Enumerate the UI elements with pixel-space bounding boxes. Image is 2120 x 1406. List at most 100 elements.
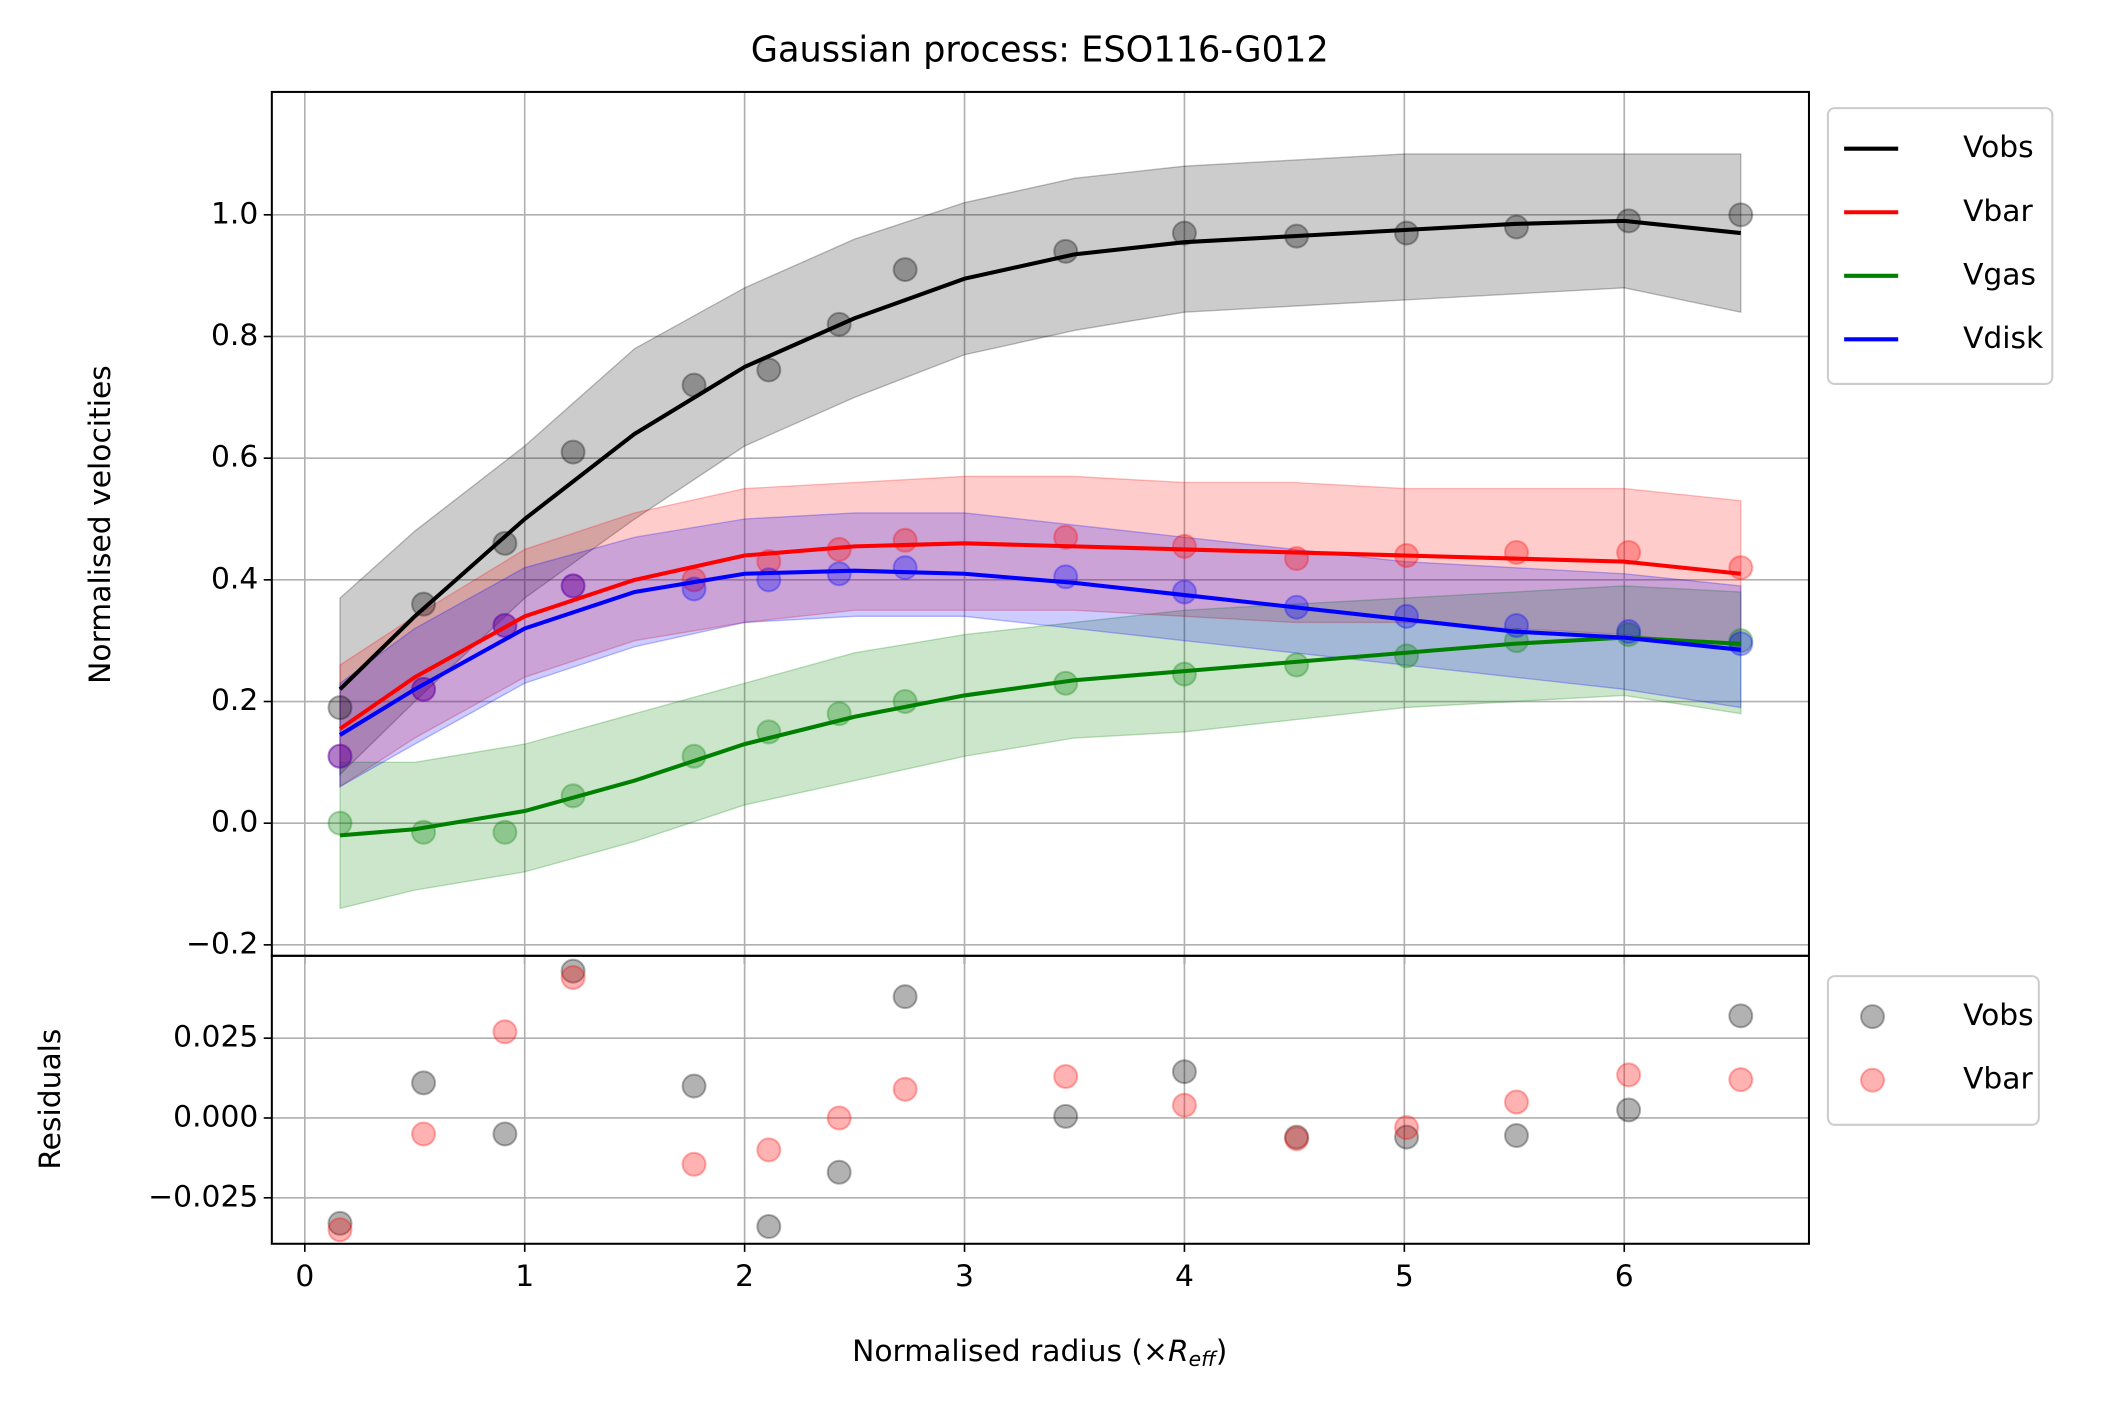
- data-point: [411, 1070, 437, 1096]
- y-tick-label: 0.6: [211, 440, 258, 475]
- y-tick-label: 0.0: [211, 805, 258, 840]
- data-point: [492, 1121, 518, 1147]
- y-tick-label: 0.000: [173, 1099, 258, 1134]
- data-point: [892, 984, 918, 1010]
- data-point: [756, 1214, 782, 1240]
- data-point: [1171, 533, 1197, 559]
- legend-label: Vobs: [1963, 130, 2034, 165]
- y-tick-label: −0.2: [186, 926, 258, 961]
- data-point: [560, 958, 586, 984]
- data-point: [1503, 628, 1529, 654]
- y-tick-label: 1.0: [211, 196, 258, 231]
- data-point: [892, 527, 918, 553]
- line: [338, 568, 1742, 737]
- legend-swatch: [1860, 1067, 1886, 1093]
- data-point: [327, 743, 353, 769]
- data-point: [1728, 628, 1754, 654]
- data-point: [1171, 220, 1197, 246]
- data-point: [1171, 661, 1197, 687]
- data-point: [327, 743, 353, 769]
- line: [338, 218, 1742, 691]
- data-point: [560, 965, 586, 991]
- data-point: [1394, 603, 1420, 629]
- legend-label: Vbar: [1963, 1062, 2033, 1097]
- y-tick-label: 0.4: [211, 561, 258, 596]
- data-point: [492, 1019, 518, 1045]
- x-axis-label: Normalised radius (×Reff): [852, 1333, 1227, 1370]
- data-point: [1284, 1126, 1310, 1152]
- data-point: [327, 810, 353, 836]
- legend-label: Vgas: [1963, 257, 2036, 292]
- axes-frame: [270, 954, 1810, 1245]
- data-point: [1394, 1124, 1420, 1150]
- data-point: [826, 561, 852, 587]
- x-tick-label: 4: [1175, 1259, 1194, 1294]
- data-point: [1503, 214, 1529, 240]
- data-point: [1616, 1097, 1642, 1123]
- data-point: [1616, 1062, 1642, 1088]
- y-tick-label: 0.2: [211, 683, 258, 718]
- plot-area: [271, 91, 1809, 956]
- y-tick-label: 0.025: [173, 1020, 258, 1055]
- data-point: [892, 257, 918, 283]
- data-point: [1503, 1089, 1529, 1115]
- y-axis-label: Normalised velocities: [83, 365, 118, 684]
- data-point: [492, 530, 518, 556]
- chart-title: Gaussian process: ESO116-G012: [751, 29, 1329, 70]
- data-point: [560, 573, 586, 599]
- data-point: [1728, 1003, 1754, 1029]
- data-point: [560, 439, 586, 465]
- data-point: [1394, 220, 1420, 246]
- data-point: [892, 555, 918, 581]
- data-point: [756, 357, 782, 383]
- data-point: [1171, 1092, 1197, 1118]
- x-tick-label: 5: [1395, 1259, 1414, 1294]
- data-point: [1394, 1115, 1420, 1141]
- data-point: [327, 1210, 353, 1236]
- data-point: [681, 1151, 707, 1177]
- data-point: [327, 695, 353, 721]
- y-tick-label: 0.8: [211, 318, 258, 353]
- data-point: [826, 1159, 852, 1185]
- y-axis-label: Residuals: [33, 1029, 68, 1170]
- data-point: [1284, 1124, 1310, 1150]
- plot-area: [271, 955, 1809, 1244]
- data-point: [681, 1073, 707, 1099]
- legend-box: [1826, 975, 2040, 1126]
- data-point: [1171, 579, 1197, 605]
- x-tick-label: 0: [295, 1259, 314, 1294]
- data-point: [1053, 524, 1079, 550]
- data-point: [1284, 652, 1310, 678]
- legend-swatch: [1860, 1004, 1886, 1030]
- data-point: [756, 1137, 782, 1163]
- data-point: [1503, 1123, 1529, 1149]
- data-point: [411, 819, 437, 845]
- y-tick-label: −0.025: [148, 1179, 258, 1214]
- data-point: [1053, 1063, 1079, 1089]
- confidence-band: [339, 153, 1742, 777]
- line: [339, 635, 1741, 838]
- data-point: [1394, 643, 1420, 669]
- legend-label: Vbar: [1963, 194, 2033, 229]
- x-tick-label: 6: [1615, 1259, 1634, 1294]
- x-tick-label: 1: [515, 1259, 534, 1294]
- confidence-band: [339, 585, 1742, 910]
- data-point: [826, 1105, 852, 1131]
- data-point: [327, 1217, 353, 1243]
- data-point: [1053, 1103, 1079, 1129]
- data-point: [1728, 202, 1754, 228]
- data-point: [411, 1121, 437, 1147]
- data-point: [892, 1076, 918, 1102]
- data-point: [1728, 555, 1754, 581]
- line: [338, 541, 1742, 731]
- x-tick-label: 2: [735, 1259, 754, 1294]
- data-point: [411, 591, 437, 617]
- data-point: [1728, 1067, 1754, 1093]
- legend-box: [1826, 107, 2054, 385]
- x-tick-label: 3: [955, 1259, 974, 1294]
- data-point: [1171, 1059, 1197, 1085]
- data-point: [492, 819, 518, 845]
- legend-label: Vdisk: [1963, 321, 2044, 356]
